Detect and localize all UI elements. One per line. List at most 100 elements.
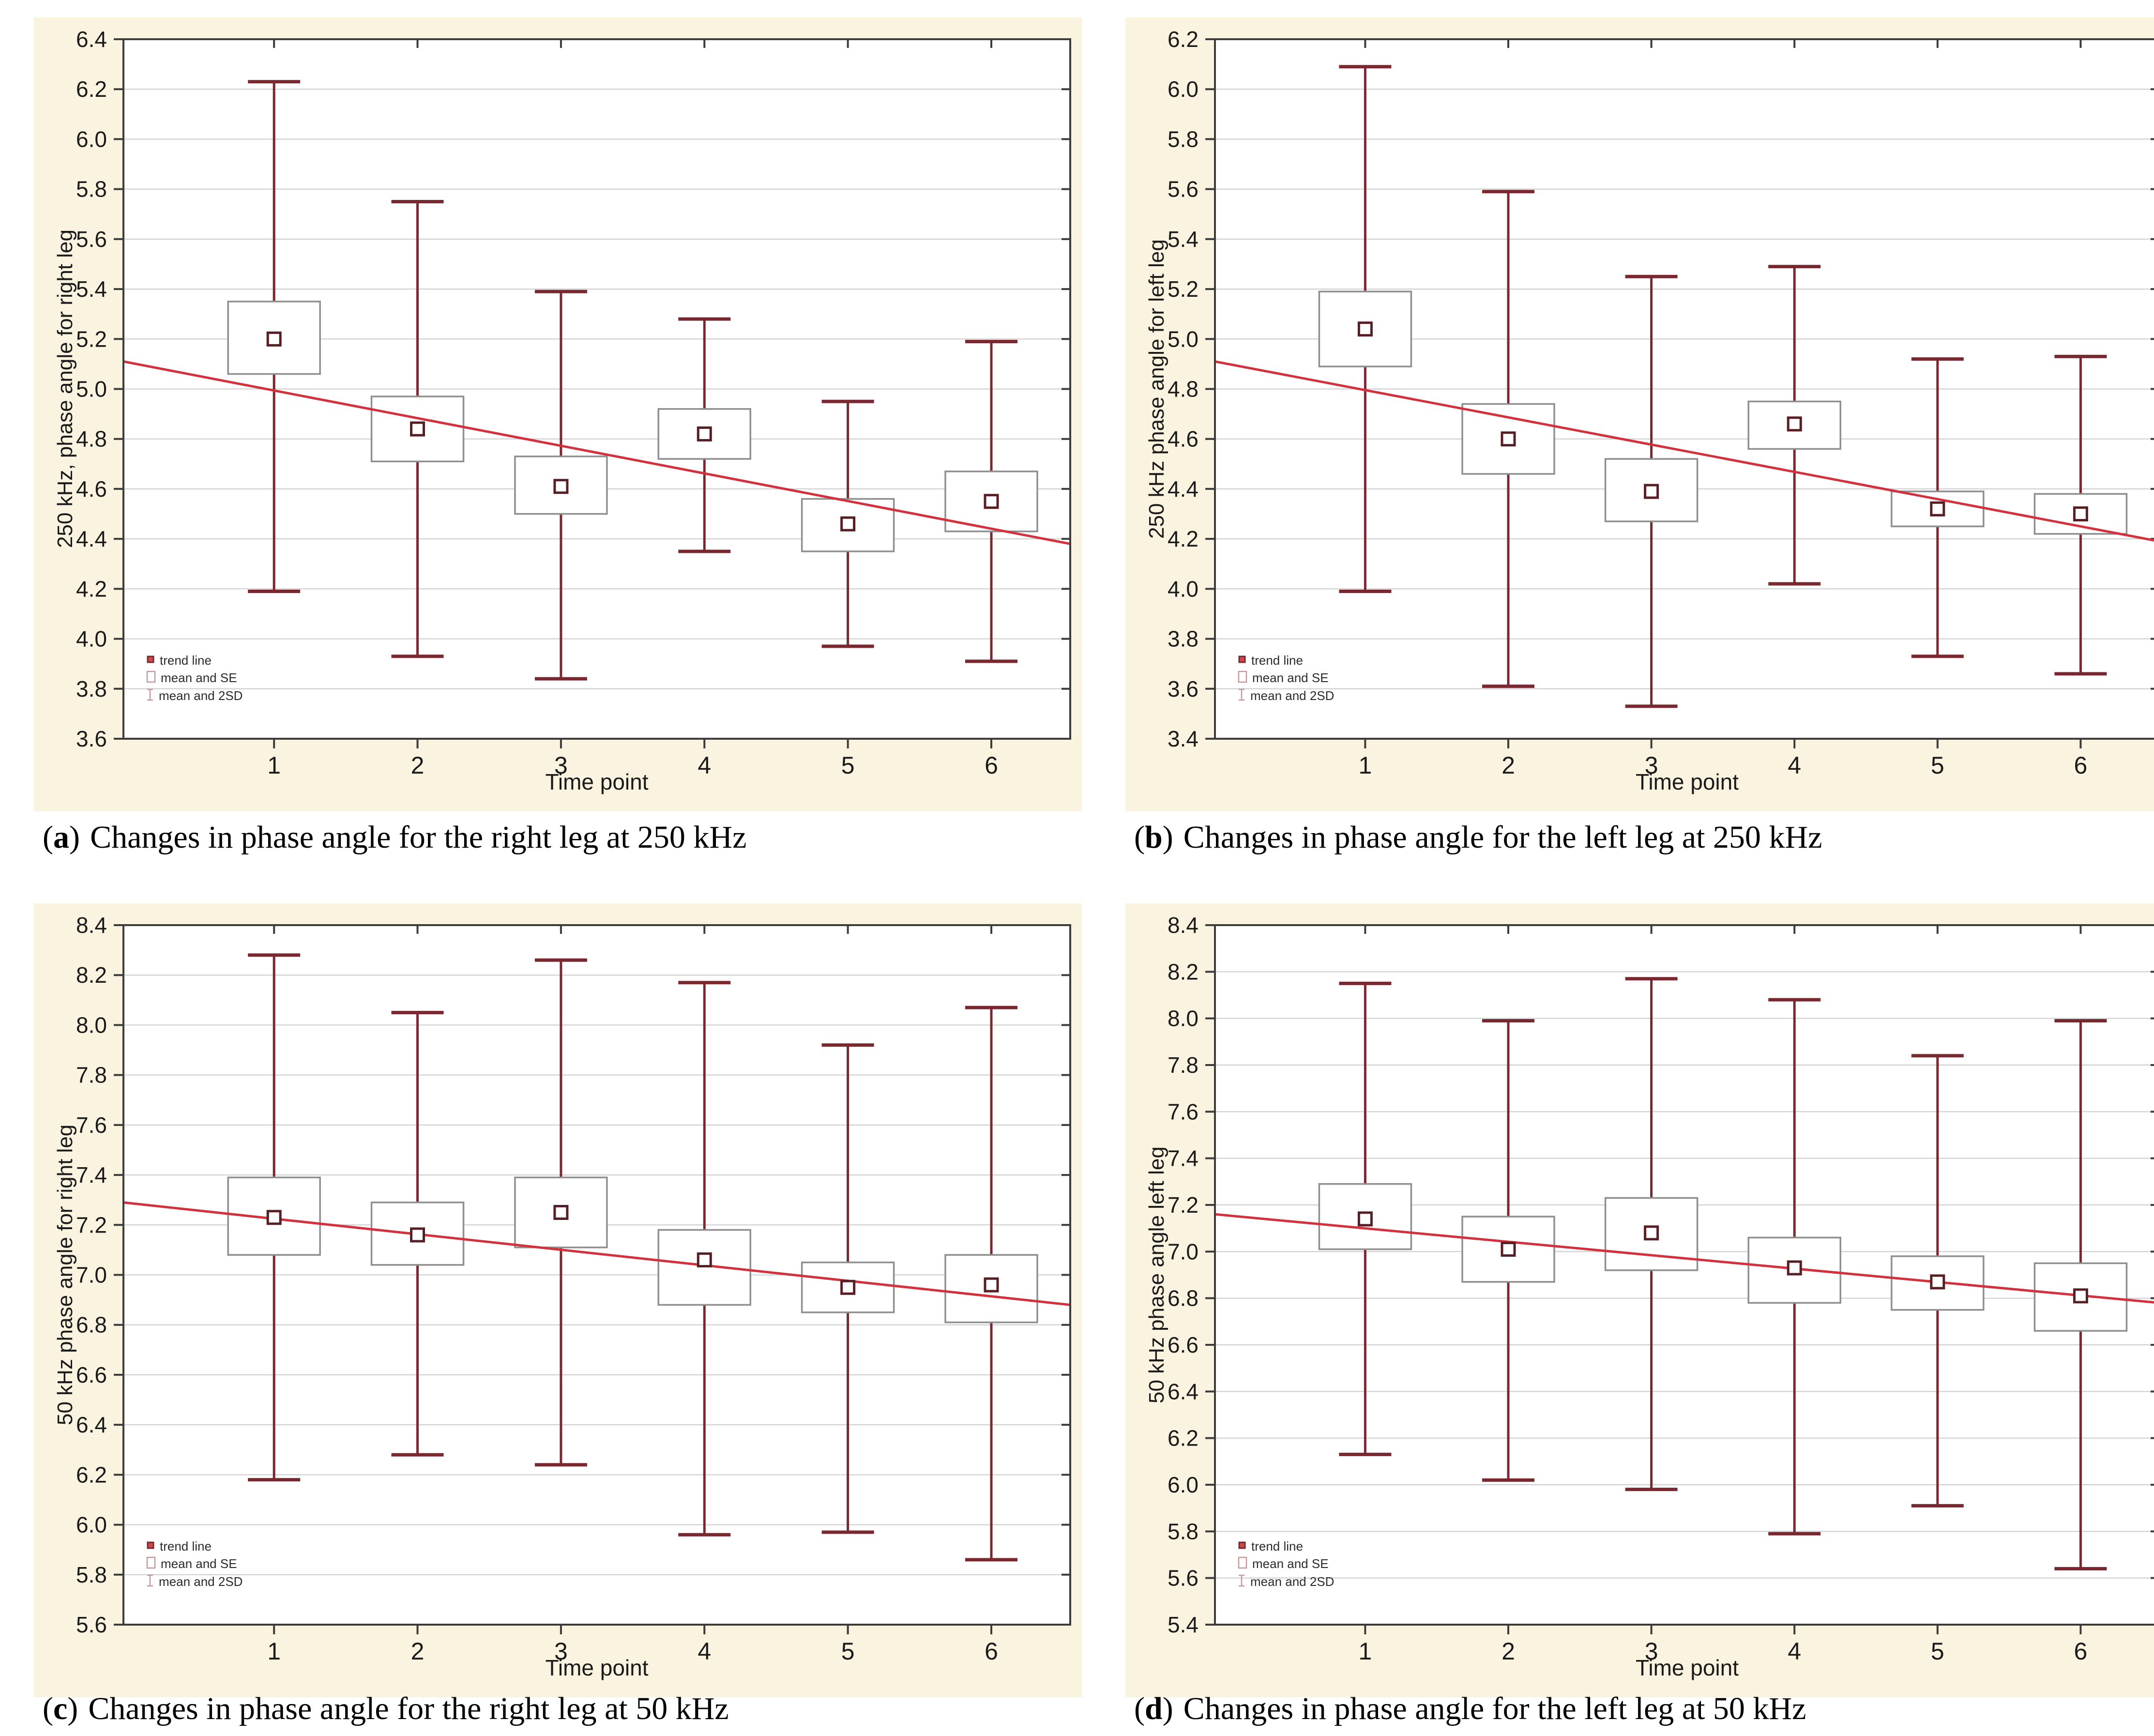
plot-area: 3.4 3.6 3.8 4.0 4.2 4.4 4.6 4.8 5.0 5.2 5.4 5.6 5.8 6… [1168, 27, 2154, 779]
caption-paren: ( [43, 820, 53, 855]
y-axis-label: 250 kHz phase angle for left leg [1145, 239, 1168, 539]
legend-label: trend line [160, 1539, 212, 1553]
y-tick-label: 7.8 [76, 1063, 107, 1088]
mean-marker [840, 1279, 856, 1295]
chart-panel-b: 3.4 3.6 3.8 4.0 4.2 4.4 4.6 4.8 5.0 5.2 5.4 5.6 5.8 6… [1125, 17, 2154, 811]
y-tick-label: 4.2 [76, 576, 107, 601]
plot-area: 5.4 5.6 5.8 6.0 6.2 6.4 6.6 6.8 7.0 7.2 7.4 7.6 7.8 8… [1168, 913, 2154, 1665]
y-axis-label: 50 kHz phase angle left leg [1145, 1146, 1168, 1403]
y-tick-label: 8.4 [1168, 913, 1198, 938]
x-tick-label: 1 [1358, 1638, 1372, 1665]
caption-a: (a) Changes in phase angle for the right … [15, 819, 1091, 856]
mean-marker [1930, 1274, 1945, 1290]
legend-item-mean-se: mean and SE [146, 1556, 243, 1571]
mean-marker [697, 426, 712, 442]
mean-marker [410, 421, 425, 437]
y-tick-label: 6.2 [1168, 1426, 1198, 1451]
trend-line-marker-icon [146, 1541, 155, 1552]
y-tick-label: 6.0 [1168, 1472, 1198, 1497]
x-tick-label: 6 [2074, 1638, 2088, 1665]
caption-letter: c [53, 1691, 68, 1726]
mean-marker [1357, 321, 1373, 337]
legend-label: mean and 2SD [1250, 1574, 1335, 1589]
y-tick-label: 3.4 [1168, 726, 1198, 751]
legend-label: mean and 2SD [1250, 688, 1335, 703]
plot-area: 5.6 5.8 6.0 6.2 6.4 6.6 6.8 7.0 7.2 7.4 7.6 7.8 8.0 8… [76, 913, 1071, 1665]
x-tick-label: 4 [1788, 1638, 1801, 1665]
y-tick-label: 5.8 [76, 177, 107, 202]
legend-item-mean-2sd: mean and 2SD [1238, 1574, 1334, 1590]
y-tick-label: 4.6 [76, 476, 107, 502]
mean-se-box-icon [146, 670, 156, 685]
x-tick-label: 3 [554, 1638, 568, 1665]
plot-area: 3.6 3.8 4.0 4.2 4.4 4.6 4.8 5.0 5.2 5.4 5.6 5.8 6.0 6… [76, 27, 1071, 779]
y-tick-label: 7.4 [1168, 1146, 1198, 1171]
caption-text: Changes in phase angle for the right leg… [90, 820, 747, 855]
legend: trend line mean and SE mean and 2SD [146, 653, 243, 704]
y-tick-label: 5.8 [1168, 126, 1198, 152]
legend: trend line mean and SE mean and 2SD [146, 1539, 243, 1590]
mean-se-box-icon [1238, 670, 1247, 685]
y-tick-label: 4.4 [76, 526, 107, 551]
x-tick-label: 2 [1502, 752, 1515, 779]
x-tick-label: 2 [1502, 1638, 1515, 1665]
caption-d: (d) Changes in phase angle for the left l… [1106, 1690, 2154, 1727]
y-tick-label: 4.0 [76, 626, 107, 652]
plot-background [1215, 925, 2154, 1625]
mean-marker [553, 479, 569, 494]
mean-2sd-whisker-icon [146, 688, 154, 704]
y-tick-label: 8.0 [76, 1012, 107, 1037]
legend-item-trend-line: trend line [1238, 653, 1334, 668]
y-tick-label: 4.2 [1168, 526, 1198, 551]
y-tick-label: 7.8 [1168, 1052, 1198, 1078]
mean-marker [410, 1227, 425, 1243]
y-tick-label: 5.4 [76, 276, 107, 302]
legend-item-mean-se: mean and SE [146, 670, 243, 685]
y-tick-label: 5.8 [76, 1562, 107, 1587]
legend-item-mean-se: mean and SE [1238, 670, 1334, 685]
legend: trend line mean and SE mean and 2SD [1238, 1539, 1334, 1590]
mean-marker [1787, 1260, 1802, 1276]
y-tick-label: 3.6 [1168, 676, 1198, 701]
trend-line [123, 360, 1071, 545]
legend-label: mean and SE [1252, 670, 1329, 685]
x-axis-label: Time point [1635, 769, 1739, 794]
chart-panel-d: 5.4 5.6 5.8 6.0 6.2 6.4 6.6 6.8 7.0 7.2 7.4 7.6 7.8 8… [1125, 903, 2154, 1697]
caption-letter: a [53, 820, 69, 855]
y-tick-label: 6.8 [76, 1312, 107, 1338]
legend-label: mean and 2SD [159, 1574, 243, 1589]
chart-panel-c: 5.6 5.8 6.0 6.2 6.4 6.6 6.8 7.0 7.2 7.4 7.6 7.8 8.0 8… [34, 903, 1082, 1697]
x-tick-label: 1 [267, 1638, 281, 1665]
y-tick-label: 5.2 [76, 326, 107, 351]
legend-item-trend-line: trend line [146, 653, 243, 668]
mean-marker [266, 331, 282, 347]
axis-frame [122, 924, 1071, 1626]
trend-line-marker-icon [1238, 655, 1246, 666]
y-tick-label: 7.6 [76, 1112, 107, 1138]
caption-paren: ( [1134, 1691, 1145, 1726]
caption-paren: ( [43, 1691, 53, 1726]
x-tick-label: 6 [985, 752, 998, 779]
y-tick-label: 5.6 [76, 1612, 107, 1637]
mean-marker [2073, 1288, 2088, 1304]
axis-frame [1214, 38, 2154, 740]
legend-label: trend line [160, 653, 212, 668]
x-tick-label: 3 [1645, 752, 1658, 779]
caption-c: (c) Changes in phase angle for the right … [15, 1690, 1091, 1727]
y-tick-label: 5.0 [76, 377, 107, 402]
y-tick-label: 6.2 [1168, 27, 1198, 52]
y-tick-label: 6.2 [76, 1462, 107, 1487]
caption-text: Changes in phase angle for the right leg… [88, 1691, 729, 1726]
y-tick-label: 8.2 [76, 962, 107, 988]
y-tick-label: 8.2 [1168, 959, 1198, 984]
trend-line [1214, 1213, 2154, 1304]
trend-line-marker-icon [146, 655, 155, 666]
x-tick-label: 3 [554, 752, 568, 779]
y-tick-label: 5.6 [1168, 177, 1198, 202]
x-axis-label: Time point [545, 1655, 649, 1680]
y-tick-label: 4.8 [76, 426, 107, 452]
legend-label: trend line [1251, 1539, 1303, 1553]
y-tick-label: 3.6 [76, 726, 107, 751]
y-tick-label: 3.8 [76, 676, 107, 701]
caption-text: Changes in phase angle for the left leg … [1183, 1691, 1806, 1726]
